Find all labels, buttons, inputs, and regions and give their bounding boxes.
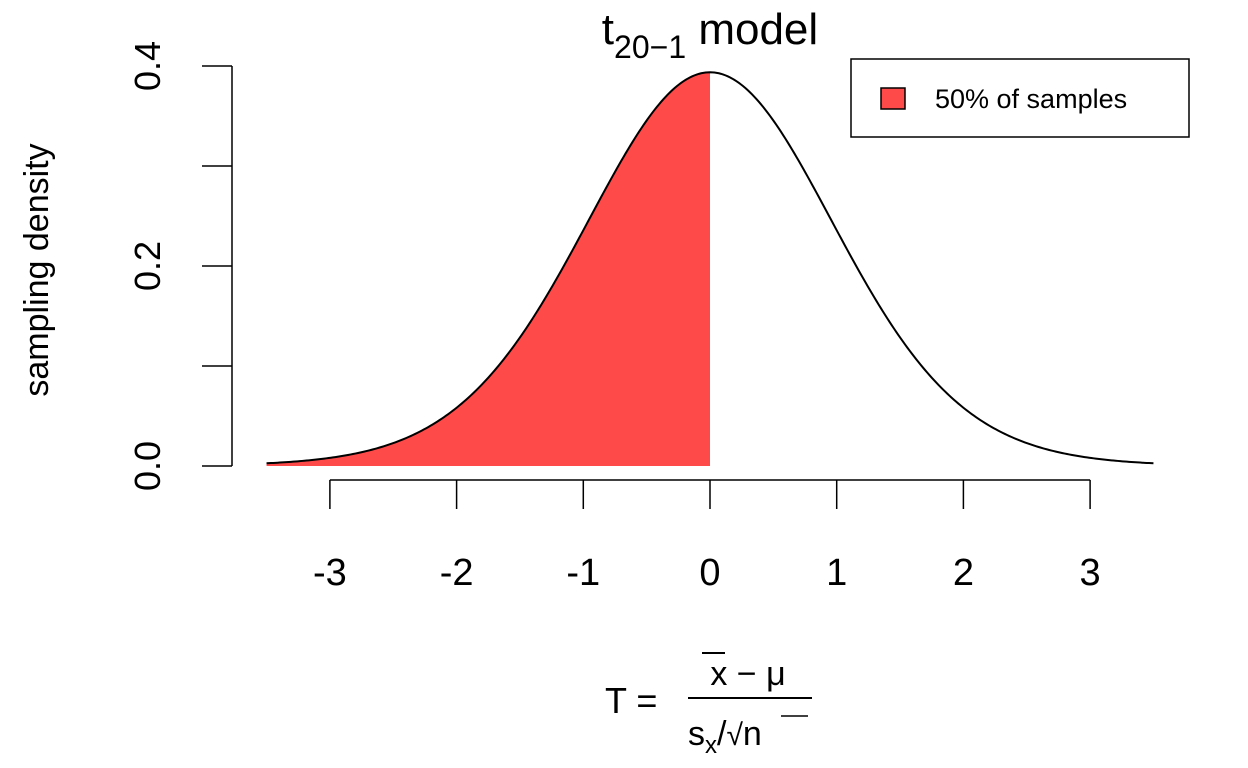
x-tick-label: -3 xyxy=(313,552,347,594)
x-label-denominator-radical: √ xyxy=(726,719,743,752)
legend: 50% of samples xyxy=(850,58,1190,138)
legend-label: 50% of samples xyxy=(935,84,1127,114)
legend-box xyxy=(850,58,1190,138)
x-label-lhs: T = xyxy=(605,680,657,721)
x-tick-label: -1 xyxy=(566,552,600,594)
x-label-denominator-n: n xyxy=(743,715,762,753)
y-tick-label: 0.4 xyxy=(127,41,168,91)
x-axis: -3 -2 -1 0 1 2 3 xyxy=(313,479,1101,594)
y-axis: 0.0 0.2 0.4 xyxy=(127,41,233,491)
x-label-denominator: sx/√n xyxy=(688,715,762,759)
chart-title-subscript: 20−1 xyxy=(614,29,686,65)
x-tick-label: 0 xyxy=(699,552,720,594)
x-axis-label: T = x − μ sx/√n xyxy=(605,652,812,759)
density-curve xyxy=(266,71,1154,465)
x-tick-label: -2 xyxy=(440,552,474,594)
x-label-denominator-slash: / xyxy=(717,715,727,753)
y-axis-label: sampling density xyxy=(18,143,56,396)
x-tick-label: 3 xyxy=(1080,552,1101,594)
y-tick-label: 0.2 xyxy=(127,241,168,291)
x-label-denominator-s: s xyxy=(688,715,705,753)
legend-swatch xyxy=(880,87,906,110)
x-tick-label: 2 xyxy=(953,552,974,594)
shaded-area-50-percent xyxy=(266,72,710,467)
x-label-denominator-sub: x xyxy=(705,732,717,759)
chart-title: t20−1 model xyxy=(602,5,818,65)
chart-title-suffix: model xyxy=(686,5,818,54)
y-tick-label: 0.0 xyxy=(127,441,168,491)
chart-title-base: t xyxy=(602,5,614,54)
x-label-numerator: x − μ xyxy=(710,655,785,693)
x-tick-label: 1 xyxy=(826,552,847,594)
